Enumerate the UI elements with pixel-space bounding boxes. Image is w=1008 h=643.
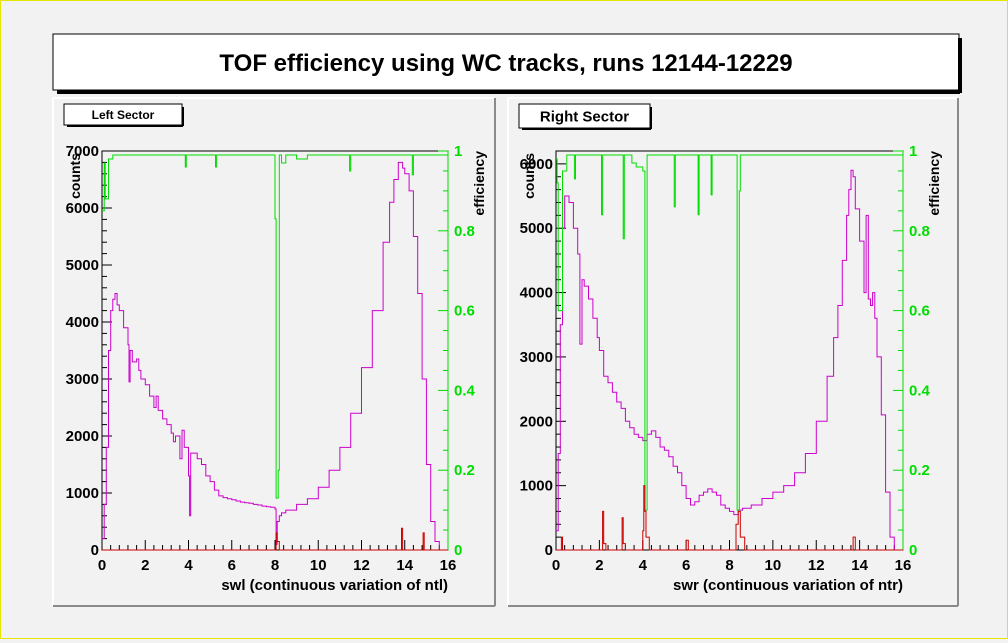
- x-tick-label: 2: [595, 557, 603, 574]
- sector-label: Left Sector: [92, 108, 155, 122]
- y2-tick-label: 0: [909, 542, 917, 559]
- title-box: [52, 33, 960, 91]
- y-tick-label: 4000: [66, 314, 99, 331]
- y-tick-label: 2000: [520, 413, 553, 430]
- x-tick-label: 4: [639, 557, 648, 574]
- y-tick-label: 6000: [66, 200, 99, 217]
- red-series: [556, 485, 903, 551]
- y2-tick-label: 0.6: [909, 303, 930, 320]
- y-tick-label: 7000: [66, 143, 99, 160]
- x-tick-label: 0: [552, 557, 560, 574]
- right-sector-pad: 0 2 4 6 8 10 12 14 16010002000300040005000600000…: [507, 97, 959, 607]
- x-axis-label: swr (continuous variation of ntr): [673, 577, 903, 594]
- efficiency-series: [556, 154, 903, 511]
- y2-tick-label: 1: [454, 143, 462, 160]
- y-axis-label: counts: [67, 153, 83, 199]
- y2-axis-label: efficiency: [926, 151, 942, 216]
- x-tick-label: 4: [184, 557, 193, 574]
- chart-title: TOF efficiency using WC tracks, runs 121…: [219, 50, 792, 77]
- x-tick-label: 0: [98, 557, 106, 574]
- y2-axis-label: efficiency: [471, 151, 487, 216]
- counts-series: [102, 161, 444, 551]
- y-tick-label: 1000: [520, 478, 553, 495]
- y-tick-label: 2000: [66, 428, 99, 445]
- x-tick-label: 14: [851, 557, 868, 574]
- x-tick-label: 16: [895, 557, 912, 574]
- left-sector-pad: 0 2 4 6 8 10 12 14 16010002000300040005000600070…: [52, 97, 496, 607]
- y-axis-label: counts: [521, 153, 537, 199]
- y-tick-label: 4000: [520, 285, 553, 302]
- y2-tick-label: 1: [909, 143, 917, 160]
- x-tick-label: 2: [141, 557, 149, 574]
- y-tick-label: 3000: [66, 371, 99, 388]
- counts-series: [556, 169, 899, 551]
- y2-tick-label: 0.8: [454, 223, 475, 240]
- x-tick-label: 8: [725, 557, 733, 574]
- y-tick-label: 0: [545, 542, 553, 559]
- y2-tick-label: 0.4: [909, 382, 931, 399]
- y2-tick-label: 0: [454, 542, 462, 559]
- y2-tick-label: 0.8: [909, 223, 930, 240]
- y2-tick-label: 0.2: [909, 462, 930, 479]
- x-tick-label: 6: [228, 557, 236, 574]
- y2-tick-label: 0.2: [454, 462, 475, 479]
- plot-frame: [555, 150, 904, 551]
- x-tick-label: 12: [808, 557, 825, 574]
- sector-label: Right Sector: [540, 108, 629, 125]
- y-tick-label: 6000: [520, 156, 553, 173]
- x-tick-label: 10: [310, 557, 327, 574]
- y-tick-label: 5000: [66, 257, 99, 274]
- y2-tick-label: 0.4: [454, 382, 476, 399]
- y-tick-label: 3000: [520, 349, 553, 366]
- x-tick-label: 14: [396, 557, 413, 574]
- y-tick-label: 1000: [66, 485, 99, 502]
- x-axis-label: swl (continuous variation of ntl): [221, 577, 448, 594]
- y-tick-label: 0: [91, 542, 99, 559]
- sector-label-box: [518, 103, 651, 129]
- x-tick-label: 10: [765, 557, 782, 574]
- x-tick-label: 8: [271, 557, 279, 574]
- x-tick-label: 6: [682, 557, 690, 574]
- x-tick-label: 12: [353, 557, 370, 574]
- y2-tick-label: 0.6: [454, 303, 475, 320]
- efficiency-series: [102, 154, 448, 499]
- y-tick-label: 5000: [520, 220, 553, 237]
- x-tick-label: 16: [440, 557, 457, 574]
- red-series: [102, 527, 448, 551]
